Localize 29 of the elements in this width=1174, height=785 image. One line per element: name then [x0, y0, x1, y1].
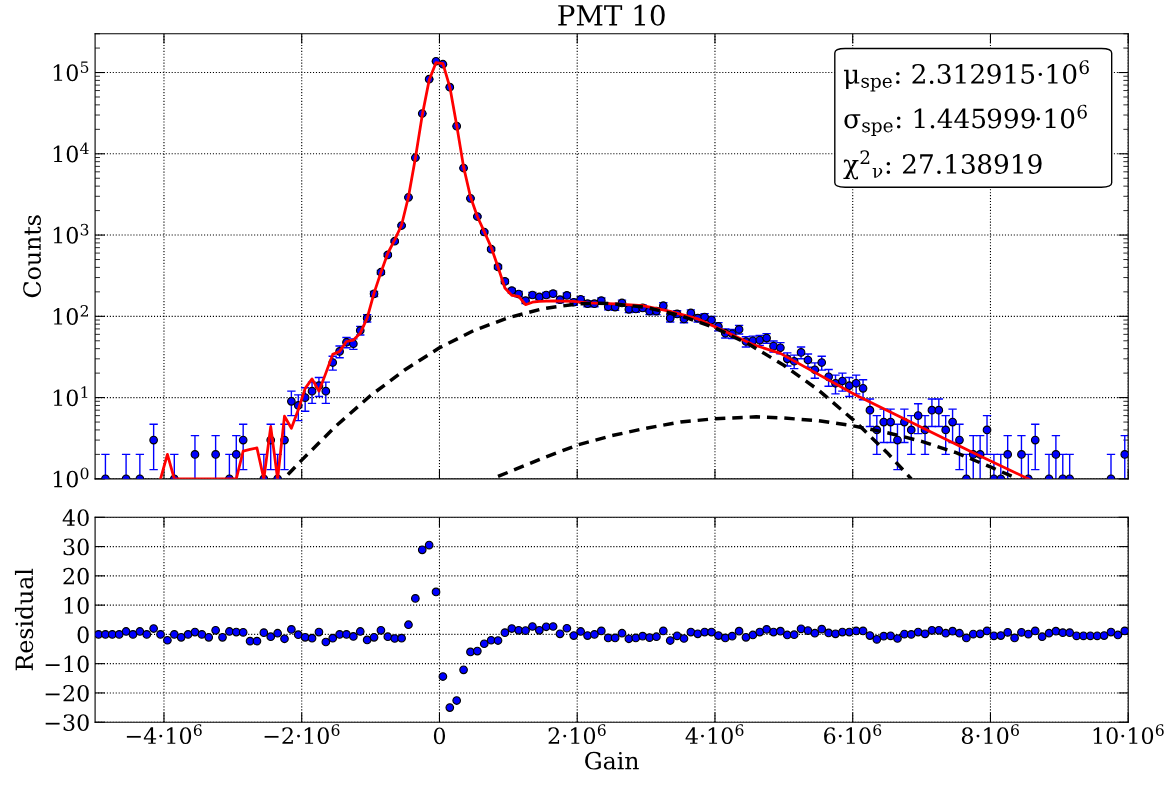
x-axis-title: Gain: [585, 751, 639, 770]
x-tick-label: 0: [433, 727, 446, 745]
chart-title: PMT 10: [558, 4, 665, 26]
y-tick-label: 10: [64, 597, 89, 614]
y-tick-label: 40: [62, 509, 89, 527]
x-tick-label: 2·10$^{6}$: [548, 724, 606, 745]
y-tick-label: −20: [45, 684, 89, 702]
y-tick-label: 0: [77, 626, 89, 644]
y-tick-label: −10: [45, 655, 89, 673]
y-axis-title: Residual: [14, 568, 34, 671]
annotation: σ$_{spe}$: 1.445999·10$^{6}$: [844, 104, 1087, 136]
y-tick-label: 10$^{0}$: [53, 467, 89, 488]
y-tick-label: 10$^{1}$: [53, 386, 88, 407]
x-tick-label: 8·10$^{6}$: [961, 724, 1019, 745]
y-tick-label: 30: [63, 538, 89, 556]
y-tick-label: 10$^{4}$: [53, 142, 89, 163]
x-tick-label: 6·10$^{6}$: [824, 724, 882, 745]
y-tick-label: −30: [45, 714, 89, 731]
x-tick-label: −2·10$^{6}$: [264, 724, 340, 745]
y-tick-label: 10$^{2}$: [53, 304, 88, 325]
y-tick-label: 20: [63, 567, 89, 585]
y-tick-label: 10$^{5}$: [53, 61, 89, 82]
x-tick-label: 10·10$^{6}$: [1093, 724, 1164, 745]
x-tick-label: 4·10$^{6}$: [685, 724, 744, 745]
y-axis-title: Counts: [23, 215, 41, 298]
y-tick-label: 10$^{3}$: [53, 223, 89, 244]
annotation: χ$^{2}$$_{ν}$: 27.138919: [843, 150, 1042, 180]
annotation: μ$_{spe}$: 2.312915·10$^{6}$: [843, 60, 1089, 92]
x-tick-label: −4·10$^{6}$: [126, 724, 202, 745]
